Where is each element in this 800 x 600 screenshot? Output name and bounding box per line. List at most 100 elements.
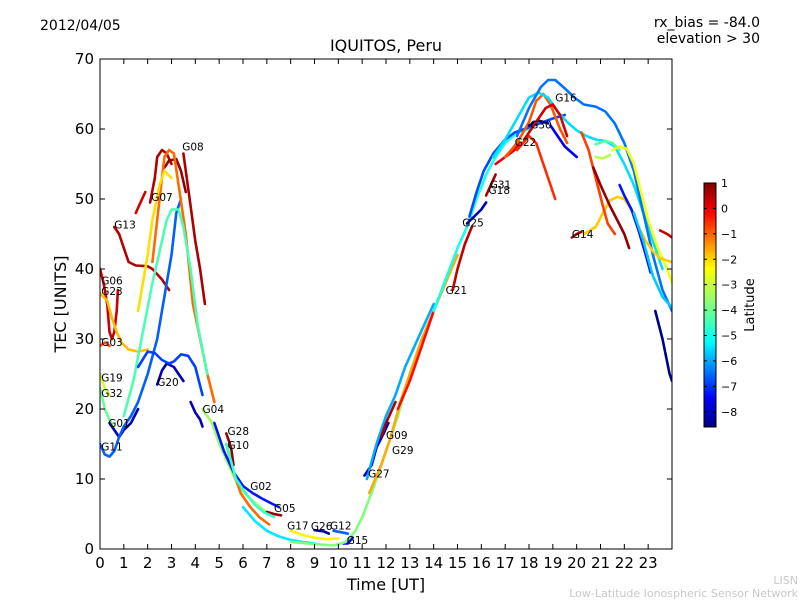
series-line-g07: [134, 190, 147, 215]
series-line-g08b: [182, 152, 207, 306]
latitude-colorbar: 1 0 −1 −2 −3 −4 −5 −6 −7 −8 Latitude: [703, 177, 758, 428]
x-tick-label: 10: [329, 554, 348, 572]
satellite-label-g06: G06: [101, 275, 123, 287]
series-line-g20b: [136, 350, 204, 397]
satellite-label-g23: G23: [101, 286, 123, 298]
x-tick-label: 21: [591, 554, 610, 572]
footer-credit: LISN Low-Latitude Ionospheric Sensor Net…: [569, 574, 798, 600]
satellite-label-g18: G18: [489, 185, 511, 197]
satellite-label-g30: G30: [530, 119, 552, 131]
x-tick-label: 8: [286, 554, 296, 572]
satellite-label-g08: G08: [182, 142, 204, 154]
series-line-g26b: [313, 528, 331, 535]
series-line-g20: [155, 362, 185, 386]
series-line-g28: [225, 432, 235, 467]
satellite-label-g20: G20: [157, 377, 179, 389]
footer-brand: LISN: [773, 574, 798, 587]
colorbar-tick-label: −6: [721, 355, 737, 368]
x-tick-label: 22: [615, 554, 634, 572]
series-line-g18: [484, 173, 497, 197]
series-line-g19: [100, 372, 111, 397]
colorbar-tick-label: −4: [721, 304, 737, 317]
x-tick-label: 13: [400, 554, 419, 572]
series-line-g25b: [465, 201, 488, 225]
series-line-g16b: [549, 124, 578, 159]
satellite-label-g19: G19: [101, 373, 123, 385]
series-line-g31: [468, 113, 567, 218]
y-tick-label: 60: [75, 120, 94, 138]
colorbar-tick-label: −2: [721, 253, 737, 266]
satellite-label-g13: G13: [114, 219, 136, 231]
y-tick-label: 20: [75, 400, 94, 418]
satellite-label-g15: G15: [347, 535, 369, 547]
x-tick-label: 18: [519, 554, 538, 572]
series-line-g09: [365, 302, 435, 481]
series-line-g22c: [515, 134, 557, 201]
series-line-g16d: [611, 145, 672, 285]
satellite-label-g01: G01: [108, 418, 130, 430]
satellite-label-g25: G25: [462, 217, 484, 229]
chart-title: IQUITOS, Peru: [329, 36, 443, 55]
x-tick-label: 0: [95, 554, 105, 572]
series-line-g26: [289, 529, 340, 541]
satellite-label-g14: G14: [572, 229, 594, 241]
x-tick-label: 14: [424, 554, 443, 572]
series-line-g14h: [658, 229, 672, 239]
x-tick-label: 5: [214, 554, 224, 572]
rx-bias-label: rx_bias = -84.0: [653, 15, 760, 31]
series-line-g04: [189, 400, 204, 428]
x-tick-label: 19: [543, 554, 562, 572]
x-tick-label: 17: [496, 554, 515, 572]
satellite-label-g28: G28: [228, 426, 250, 438]
satellite-label-g32: G32: [101, 388, 123, 400]
series-line-g22d: [522, 103, 569, 141]
x-tick-label: 9: [310, 554, 320, 572]
series-line-g02: [213, 421, 281, 509]
satellite-label-g11: G11: [101, 441, 123, 453]
x-tick-label: 11: [353, 554, 372, 572]
satellite-label-g09: G09: [386, 430, 408, 442]
series-line-g14d: [594, 153, 612, 160]
series-line-g15b: [289, 309, 435, 547]
series-line-g29c: [396, 309, 435, 411]
x-tick-label: 20: [567, 554, 586, 572]
satellite-label-g10: G10: [228, 440, 250, 452]
satellite-label-g22: G22: [515, 137, 537, 149]
series-line-g22b: [503, 92, 569, 159]
series-line-g05b: [225, 442, 276, 519]
y-tick-label: 40: [75, 260, 94, 278]
series-line-g12: [332, 529, 350, 535]
series-line-g13: [113, 225, 171, 292]
x-tick-label: 4: [191, 554, 201, 572]
series-line-g22: [494, 141, 521, 166]
series-line-g08d: [136, 169, 173, 313]
x-tick-label: 12: [376, 554, 395, 572]
x-axis-label: Time [UT]: [346, 575, 425, 594]
colorbar-tick-label: 1: [721, 177, 728, 190]
satellite-label-g26: G26: [311, 521, 333, 533]
parameters-block: rx_bias = -84.0 elevation > 30: [654, 15, 760, 47]
series-line-g08: [163, 157, 188, 194]
series-line-g03: [100, 341, 111, 348]
x-tick-label: 6: [238, 554, 248, 572]
satellite-label-g05: G05: [274, 503, 296, 515]
satellite-label-g27: G27: [368, 469, 390, 481]
colorbar-tick-label: −3: [721, 279, 737, 292]
elevation-label: elevation > 30: [656, 31, 760, 47]
x-tick-label: 1: [119, 554, 129, 572]
series-line-g07c: [122, 208, 209, 418]
x-tick-label: 2: [143, 554, 153, 572]
satellite-label-g17: G17: [287, 520, 309, 532]
axes: 0 1 2 3 4 5 6 7 8 9 10 11 12 13 14 15 16 17 18 19 20 21 22 2301…: [51, 50, 673, 594]
series-line-g21: [451, 225, 474, 292]
y-tick-label: 70: [75, 50, 94, 68]
satellite-label-g31: G31: [490, 180, 512, 192]
x-tick-label: 3: [167, 554, 177, 572]
y-tick-label: 30: [75, 330, 94, 348]
y-axis-label: TEC [UNITS]: [51, 256, 70, 354]
satellite-label-g07: G07: [151, 192, 173, 204]
satellite-label-g12: G12: [330, 520, 352, 532]
colorbar-gradient: [703, 182, 717, 428]
